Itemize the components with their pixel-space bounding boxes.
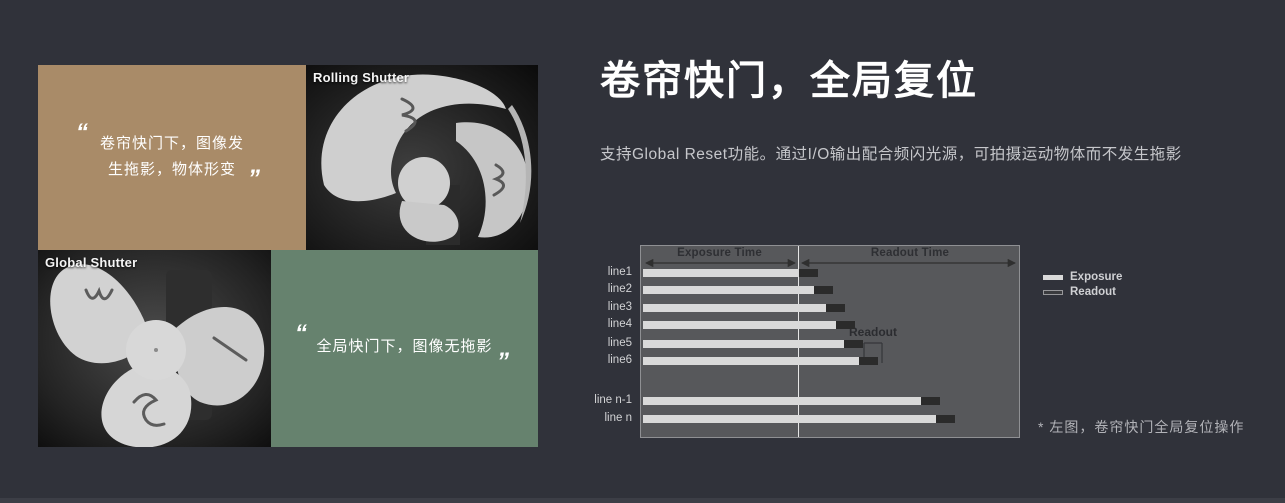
- row-label: line n: [604, 412, 633, 424]
- legend-label: Exposure: [1070, 271, 1123, 283]
- row-label: line n-1: [594, 394, 632, 406]
- rolling-shutter-label: Rolling Shutter: [313, 70, 410, 85]
- exposure-bar: [643, 286, 814, 294]
- exposure-swatch: [1043, 274, 1063, 280]
- row-label: line5: [607, 337, 632, 349]
- rolling-shutter-caption: 卷帘快门下，图像发 生拖影，物体形变: [38, 131, 306, 183]
- exposure-bar: [643, 321, 836, 329]
- readout-bar: [836, 321, 855, 329]
- shutter-comparison-collage: “ 卷帘快门下，图像发 生拖影，物体形变 ” Rolling Shutter: [38, 65, 538, 447]
- chart-row-labels: line1 line2 line3 line4 line5 line6 line n-1 li…: [540, 245, 632, 436]
- readout-time-header: Readout Time: [870, 247, 950, 259]
- global-shutter-photo: Global Shutter: [38, 250, 271, 447]
- readout-bar: [859, 357, 878, 365]
- close-quote: ”: [497, 348, 509, 375]
- chart-legend: Exposure Readout: [1043, 271, 1122, 301]
- footnote: * 左图，卷帘快门全局复位操作: [1038, 419, 1245, 435]
- exposure-bar: [643, 269, 799, 277]
- readout-bar: [826, 304, 845, 312]
- exposure-bar: [643, 397, 921, 405]
- readout-bar: [844, 340, 863, 348]
- rolling-shutter-caption-panel: “ 卷帘快门下，图像发 生拖影，物体形变 ”: [38, 65, 306, 250]
- page-title: 卷帘快门，全局复位: [600, 59, 978, 103]
- global-shutter-fan-image: [38, 250, 271, 447]
- rolling-shutter-fan-image: [306, 65, 538, 250]
- readout-bar: [921, 397, 940, 405]
- readout-swatch: [1043, 289, 1063, 295]
- global-shutter-caption-panel: “ 全局快门下，图像无拖影 ”: [271, 250, 538, 447]
- open-quote: “: [295, 320, 307, 347]
- readout-annotation: Readout: [849, 325, 897, 339]
- close-quote: ”: [248, 165, 260, 192]
- exposure-bar: [643, 415, 936, 423]
- readout-bar: [799, 269, 818, 277]
- legend-item: Exposure: [1043, 271, 1122, 283]
- row-label: line6: [607, 354, 632, 366]
- exposure-time-header: Exposure Time: [677, 247, 762, 259]
- row-label: line4: [607, 318, 632, 330]
- row-label: line1: [607, 266, 632, 278]
- global-shutter-caption: 全局快门下，图像无拖影: [271, 334, 538, 360]
- caption-line: 生拖影，物体形变: [107, 161, 236, 178]
- readout-bar: [936, 415, 955, 423]
- exposure-bar: [643, 357, 859, 365]
- row-label: line2: [607, 283, 632, 295]
- open-quote: “: [76, 119, 88, 146]
- rolling-shutter-photo: Rolling Shutter: [306, 65, 538, 250]
- readout-bar: [814, 286, 833, 294]
- exposure-bar: [643, 340, 844, 348]
- row-label: line3: [607, 301, 632, 313]
- exposure-bar: [643, 304, 826, 312]
- caption-line: 卷帘快门下，图像发: [99, 135, 244, 152]
- subtitle: 支持Global Reset功能。通过I/O输出配合频闪光源，可拍摄运动物体而不…: [600, 146, 1182, 163]
- timing-chart: Exposure Time Readout Time Readout: [640, 245, 1020, 438]
- bottom-divider: [0, 498, 1285, 503]
- caption-line: 全局快门下，图像无拖影: [316, 338, 493, 355]
- legend-item: Readout: [1043, 286, 1122, 298]
- global-shutter-label: Global Shutter: [45, 255, 138, 270]
- legend-label: Readout: [1070, 286, 1116, 298]
